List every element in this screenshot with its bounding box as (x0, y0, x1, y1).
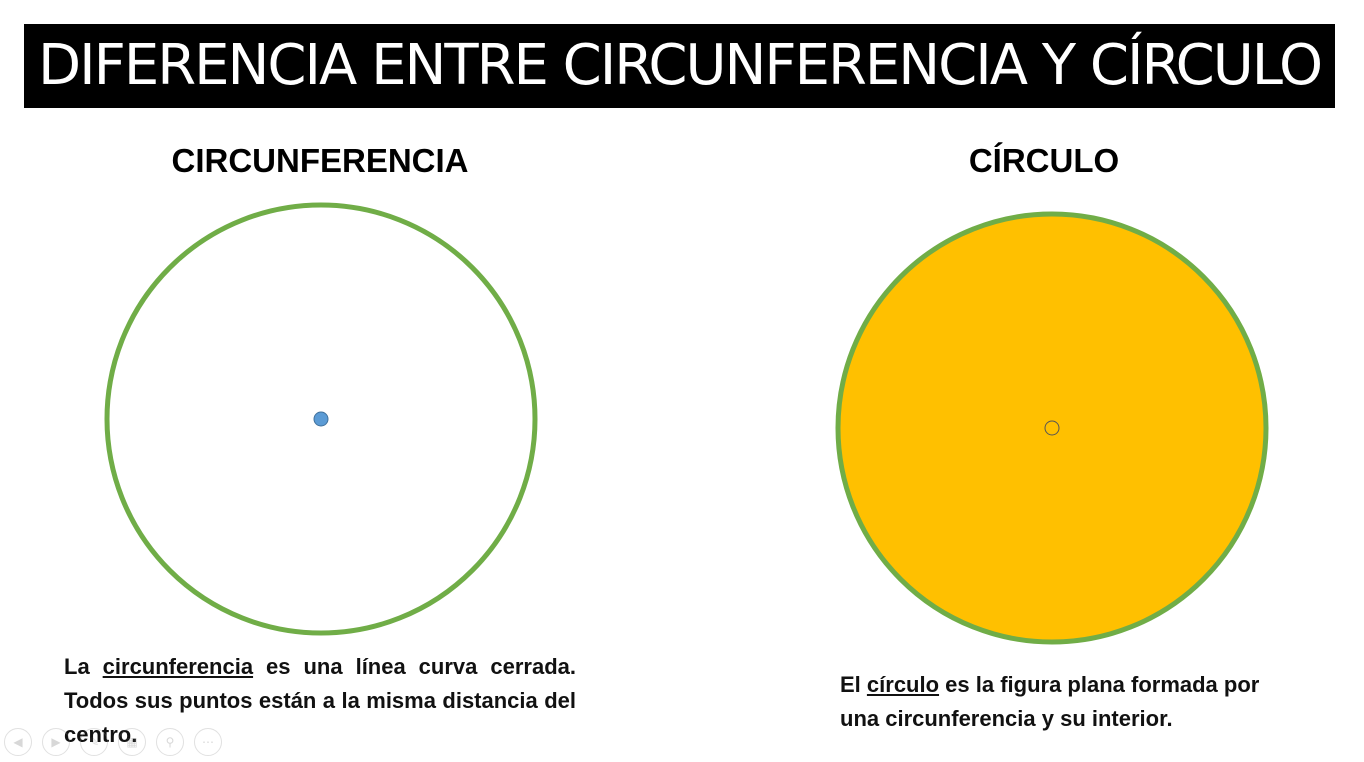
slideshow-controls: ◀ ▶ ✎ ▦ ⚲ ⋯ (4, 728, 222, 756)
slides-icon[interactable]: ▦ (118, 728, 146, 756)
center-point (313, 411, 329, 427)
heading-circunferencia: CIRCUNFERENCIA (171, 142, 469, 179)
circumference-shape (104, 202, 538, 636)
pen-icon[interactable]: ✎ (80, 728, 108, 756)
heading-circulo: CÍRCULO (968, 142, 1120, 179)
next-icon[interactable]: ▶ (42, 728, 70, 756)
circle-shape (835, 211, 1269, 645)
text: es una línea curva cerrada. Todos sus pu… (64, 654, 576, 747)
slide-title: DIFERENCIA ENTRE CIRCUNFERENCIA Y CÍRCUL… (24, 24, 1335, 108)
text: es la figura plana formada por una circu… (840, 672, 1260, 731)
text: El (840, 672, 867, 697)
zoom-icon[interactable]: ⚲ (156, 728, 184, 756)
circunferencia-definition: La circunferencia es una línea curva cer… (64, 650, 576, 752)
more-icon[interactable]: ⋯ (194, 728, 222, 756)
circulo-definition: El círculo es la figura plana formada po… (840, 668, 1280, 736)
term-circulo: círculo (866, 672, 940, 697)
text: La (64, 654, 103, 679)
term-circunferencia: circunferencia (102, 654, 254, 679)
previous-icon[interactable]: ◀ (4, 728, 32, 756)
circle-center-point (1044, 420, 1060, 436)
